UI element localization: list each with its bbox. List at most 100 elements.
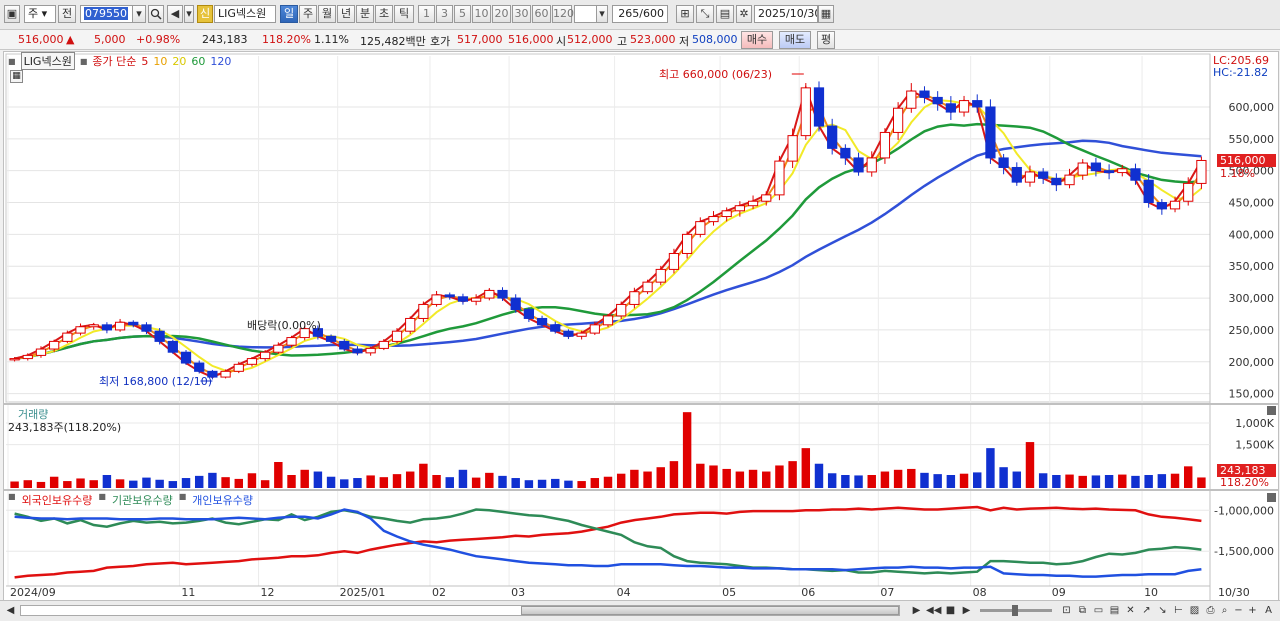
speaker-icon[interactable]: ◀ bbox=[167, 5, 183, 23]
stock-name-field[interactable]: LIG넥스원 bbox=[214, 5, 276, 23]
candle-body bbox=[536, 317, 548, 326]
calendar-icon[interactable]: ▦ bbox=[818, 5, 834, 23]
interval-30[interactable]: 30 bbox=[512, 5, 531, 23]
chart-area[interactable]: 150,000 200,000 250,000 300,000 350,000 400,0… bbox=[3, 51, 1279, 601]
scroll-track[interactable] bbox=[20, 605, 900, 616]
candle-body bbox=[1064, 174, 1075, 186]
gear-icon[interactable]: ✲ bbox=[736, 5, 752, 23]
interval-120[interactable]: 120 bbox=[552, 5, 574, 23]
tab-month[interactable]: 월 bbox=[318, 5, 336, 23]
compare-icon[interactable]: ▭ bbox=[1093, 605, 1104, 616]
holdings-panel-close-icon[interactable] bbox=[1267, 493, 1276, 502]
magnifier-icon[interactable]: ⌕ bbox=[1221, 605, 1228, 616]
legend-ma5: 5 bbox=[141, 54, 149, 68]
stop-icon[interactable]: ■ bbox=[945, 605, 956, 616]
draw-tool-icon[interactable]: ⤡ bbox=[696, 5, 714, 23]
volume-bar bbox=[458, 469, 468, 488]
tab-minute[interactable]: 분 bbox=[356, 5, 374, 23]
speaker-dropdown-icon[interactable]: ▾ bbox=[184, 5, 194, 23]
save-icon[interactable]: ▤ bbox=[716, 5, 734, 23]
copy-icon[interactable]: ⧉ bbox=[1078, 605, 1087, 616]
candle-body bbox=[695, 221, 706, 235]
tab-second[interactable]: 초 bbox=[375, 5, 393, 23]
volume-bar bbox=[775, 465, 784, 488]
volume-bar bbox=[801, 448, 811, 488]
price-tag: 516,000 bbox=[1217, 154, 1276, 167]
tab-year[interactable]: 년 bbox=[337, 5, 355, 23]
grid-toggle-icon[interactable]: ▦ bbox=[10, 70, 23, 83]
volume-bar bbox=[1104, 475, 1114, 488]
interval-1[interactable]: 1 bbox=[418, 5, 435, 23]
tab-week[interactable]: 주 bbox=[299, 5, 317, 23]
trend-up-icon[interactable]: ↗ bbox=[1142, 605, 1151, 616]
zoom-out-icon[interactable]: − bbox=[1234, 605, 1243, 616]
price-tick-label: 200,000 bbox=[1229, 356, 1275, 369]
chart-settings-icon[interactable]: ⊞ bbox=[676, 5, 694, 23]
period-select[interactable]: 주 ▾ bbox=[24, 5, 56, 23]
x-tick-label: 12 bbox=[261, 586, 275, 599]
volume-bar bbox=[682, 412, 692, 488]
crosshair-icon[interactable]: ✕ bbox=[1126, 605, 1135, 616]
sell-button[interactable]: 매도 bbox=[779, 31, 811, 49]
legend-bullet-icon: ■ bbox=[98, 492, 106, 501]
zoom-select-icon[interactable]: ⊡ bbox=[1062, 605, 1071, 616]
rewind-icon[interactable]: ◀◀ bbox=[926, 605, 942, 616]
legend-institution: 기관보유수량 bbox=[111, 494, 173, 507]
volume-bar bbox=[115, 479, 125, 488]
window-menu-icon[interactable]: ▣ bbox=[4, 5, 20, 23]
code-dropdown-icon[interactable]: ▾ bbox=[132, 5, 146, 23]
play-icon[interactable]: ▶ bbox=[962, 605, 971, 616]
candle-body bbox=[299, 328, 310, 339]
interval-dropdown-icon[interactable]: ▾ bbox=[596, 5, 608, 23]
interval-20[interactable]: 20 bbox=[492, 5, 511, 23]
lc-label: LC:205.69 bbox=[1213, 54, 1270, 67]
candle-body bbox=[1156, 202, 1167, 210]
speed-slider[interactable] bbox=[980, 605, 1052, 616]
volume-bar bbox=[432, 475, 441, 488]
trend-down-icon[interactable]: ↘ bbox=[1158, 605, 1167, 616]
interval-10[interactable]: 10 bbox=[472, 5, 491, 23]
search-icon[interactable] bbox=[148, 5, 164, 23]
speed-slider-thumb[interactable] bbox=[1012, 605, 1018, 616]
layout-icon[interactable]: ▤ bbox=[1109, 605, 1120, 616]
candle-body bbox=[866, 157, 877, 173]
prev-button[interactable]: 전 bbox=[58, 5, 76, 23]
buy-button[interactable]: 매수 bbox=[741, 31, 773, 49]
price-change: 5,000 bbox=[94, 33, 126, 46]
date-input[interactable]: 2025/10/30 bbox=[754, 5, 818, 23]
x-tick-label: 03 bbox=[511, 586, 525, 599]
text-size-icon[interactable]: A bbox=[1265, 605, 1272, 616]
scroll-thumb[interactable] bbox=[521, 606, 899, 615]
turnover-rate: 1.11% bbox=[314, 33, 349, 46]
legend-foreign: 외국인보유수량 bbox=[21, 494, 93, 507]
volume-bar bbox=[603, 476, 613, 488]
zoom-in-icon[interactable]: + bbox=[1248, 605, 1257, 616]
volume-bar bbox=[102, 475, 112, 488]
legend-bullet-icon: ■ bbox=[178, 492, 187, 501]
holdings-line bbox=[14, 505, 1202, 579]
count-field[interactable]: 265/600 bbox=[612, 5, 668, 23]
chart-svg[interactable]: 150,000 200,000 250,000 300,000 350,000 400,0… bbox=[4, 52, 1278, 600]
volume-bar bbox=[1197, 477, 1206, 488]
volume-panel-close-icon[interactable] bbox=[1267, 406, 1276, 415]
tab-day[interactable]: 일 bbox=[280, 5, 298, 23]
candle-body bbox=[273, 344, 284, 353]
interval-5[interactable]: 5 bbox=[454, 5, 471, 23]
tab-tick[interactable]: 틱 bbox=[394, 5, 414, 23]
stock-code-input[interactable]: 079550 bbox=[80, 5, 146, 23]
candle-body bbox=[141, 324, 152, 332]
image-icon[interactable]: ▨ bbox=[1189, 605, 1200, 616]
volume-bar bbox=[10, 481, 19, 488]
interval-3[interactable]: 3 bbox=[436, 5, 453, 23]
bid-label: 호가 bbox=[430, 35, 451, 48]
interval-60[interactable]: 60 bbox=[532, 5, 551, 23]
print-icon[interactable]: ⎙ bbox=[1206, 605, 1215, 616]
scroll-left-icon[interactable]: ◀ bbox=[6, 605, 15, 616]
scroll-right-icon[interactable]: ▶ bbox=[912, 605, 921, 616]
eval-button[interactable]: 평 bbox=[817, 31, 835, 49]
volume-bar bbox=[735, 471, 745, 488]
legend-stock-name[interactable]: LIG넥스원 bbox=[20, 52, 75, 70]
dividend-annotation: 배당락(0.00%) bbox=[247, 319, 321, 332]
volume-bar bbox=[748, 469, 758, 488]
ruler-icon[interactable]: ⊢ bbox=[1174, 605, 1183, 616]
